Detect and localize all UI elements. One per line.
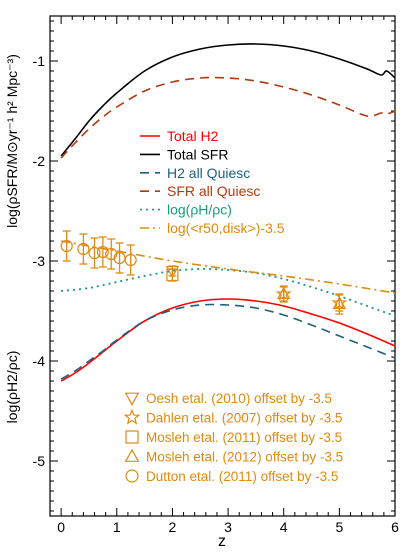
legend-marker-star: [123, 408, 141, 425]
y-tick-label: -3: [33, 253, 46, 269]
series-line-h2-quiesc: [60, 303, 396, 380]
x-tick-label: 2: [169, 519, 177, 535]
legend-label: Oesh etal. (2010) offset by -3.5: [146, 391, 332, 406]
plot-frame: [49, 15, 396, 517]
data-point-triangle-down: [165, 266, 180, 279]
legend-label: Mosleh etal. (2012) offset by -3.5: [146, 450, 343, 465]
data-point-circle: [124, 253, 137, 267]
legend-label: H2 all Quiesc: [167, 165, 250, 181]
legend-label: Total H2: [167, 128, 219, 144]
y-tick-label: -2: [33, 153, 46, 169]
observations-legend: Oesh etal. (2010) offset by -3.5 Dahlen e…: [123, 391, 343, 484]
x-tick-label: 5: [335, 519, 343, 535]
series-line-total-h2: [60, 298, 396, 382]
legend-marker-circle: [125, 469, 139, 483]
legend-label: SFR all Quiesc: [167, 183, 260, 199]
legend-marker-triangle-up: [124, 448, 140, 462]
data-point-circle: [60, 239, 73, 253]
legend-label: Mosleh etal. (2011) offset by -3.5: [146, 430, 342, 445]
x-tick-label: 3: [224, 519, 232, 535]
legend-label: Total SFR: [167, 146, 228, 162]
observations-layer: [60, 230, 348, 315]
legend-marker-square: [125, 430, 139, 444]
x-tick-label: 0: [57, 519, 65, 535]
data-point-circle: [77, 242, 90, 256]
legend-label: Dutton etal. (2011) offset by -3.5: [146, 469, 338, 484]
axis-ticks: 0 1 2 3 4 5 6 -5 -4 -3 -2 -1: [33, 16, 399, 535]
data-point-circle: [96, 245, 109, 259]
data-point-triangle-up: [276, 286, 291, 299]
legend-marker-triangle-down: [124, 392, 140, 406]
x-axis-label: z: [218, 533, 226, 550]
data-point-square: [166, 268, 179, 282]
legend-label: Dahlen etal. (2007) offset by -3.5: [146, 411, 342, 426]
legend-label: log(<r50,disk>)-3.5: [167, 220, 285, 236]
legend-label: log(ρH/ρc): [167, 202, 232, 218]
x-tick-label: 4: [280, 519, 288, 535]
x-tick-label: 6: [391, 519, 399, 535]
series-line-total-sfr: [60, 43, 396, 157]
x-tick-label: 1: [113, 519, 121, 535]
data-point-circle: [88, 246, 101, 260]
data-point-triangle-up: [332, 296, 347, 309]
y-tick-label: -5: [33, 453, 46, 469]
series-line-sfr-quiesc: [60, 76, 396, 159]
y-axis-label-outer: log(ρSFR/M⊙yr⁻¹ h² Mpc⁻³): [4, 54, 20, 228]
y-tick-label: -4: [33, 353, 46, 369]
series-legend: Total H2 Total SFR H2 all Quiesc SFR all Qu…: [140, 128, 285, 236]
y-axis-label-inner: log(ρH2/ρc): [4, 351, 20, 424]
y-tick-label: -1: [33, 53, 46, 69]
